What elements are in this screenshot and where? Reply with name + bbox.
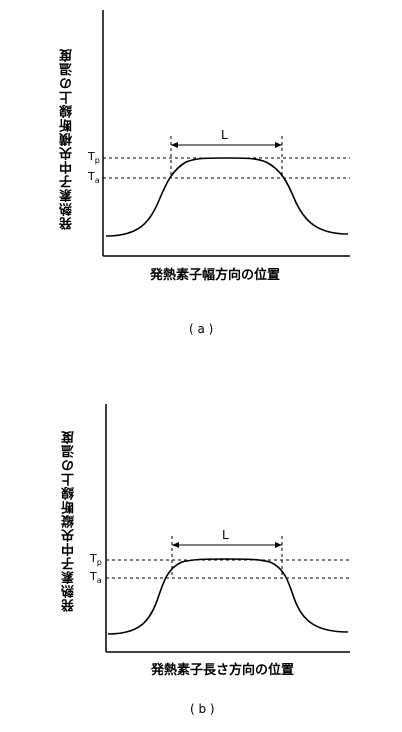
- temperature-curve: [108, 559, 348, 634]
- ta-label-main: T: [88, 170, 95, 183]
- tp-label-sub: p: [95, 156, 100, 165]
- ta-label-sub: a: [97, 576, 102, 585]
- length-label: L: [221, 128, 228, 142]
- x-axis-label: 発熱素子長さ方向の位置: [151, 659, 294, 678]
- figure-panel-b: 発熱素子中央縦断線上の温度 Tp Ta L 発熱素子長さ方向の位置 ( b ): [0, 366, 402, 732]
- temperature-curve: [106, 158, 348, 236]
- length-label: L: [222, 528, 229, 542]
- tp-label-main: T: [88, 150, 95, 163]
- y-axis-label: 発熱素子中央横断線上の温度: [58, 48, 77, 230]
- figure-caption: ( a ): [189, 322, 213, 336]
- ta-label: Ta: [90, 570, 102, 585]
- tp-label-main: T: [90, 552, 97, 565]
- figure-panel-a: 発熱素子中央横断線上の温度 Tp Ta L 発熱素子幅方向の位置 ( a ): [0, 0, 402, 366]
- figure-caption: ( b ): [190, 702, 215, 716]
- tp-label: Tp: [90, 552, 102, 567]
- ta-label: Ta: [88, 170, 100, 185]
- length-arrow-left-head: [172, 542, 179, 548]
- tp-label: Tp: [88, 150, 100, 165]
- length-arrow-right-head: [275, 542, 282, 548]
- x-axis-label: 発熱素子幅方向の位置: [150, 264, 280, 283]
- y-axis-label: 発熱素子中央縦断線上の温度: [60, 430, 79, 612]
- tp-label-sub: p: [97, 558, 102, 567]
- ta-label-sub: a: [95, 176, 100, 185]
- length-arrow-right-head: [275, 142, 282, 148]
- ta-label-main: T: [90, 570, 97, 583]
- length-arrow-left-head: [171, 142, 178, 148]
